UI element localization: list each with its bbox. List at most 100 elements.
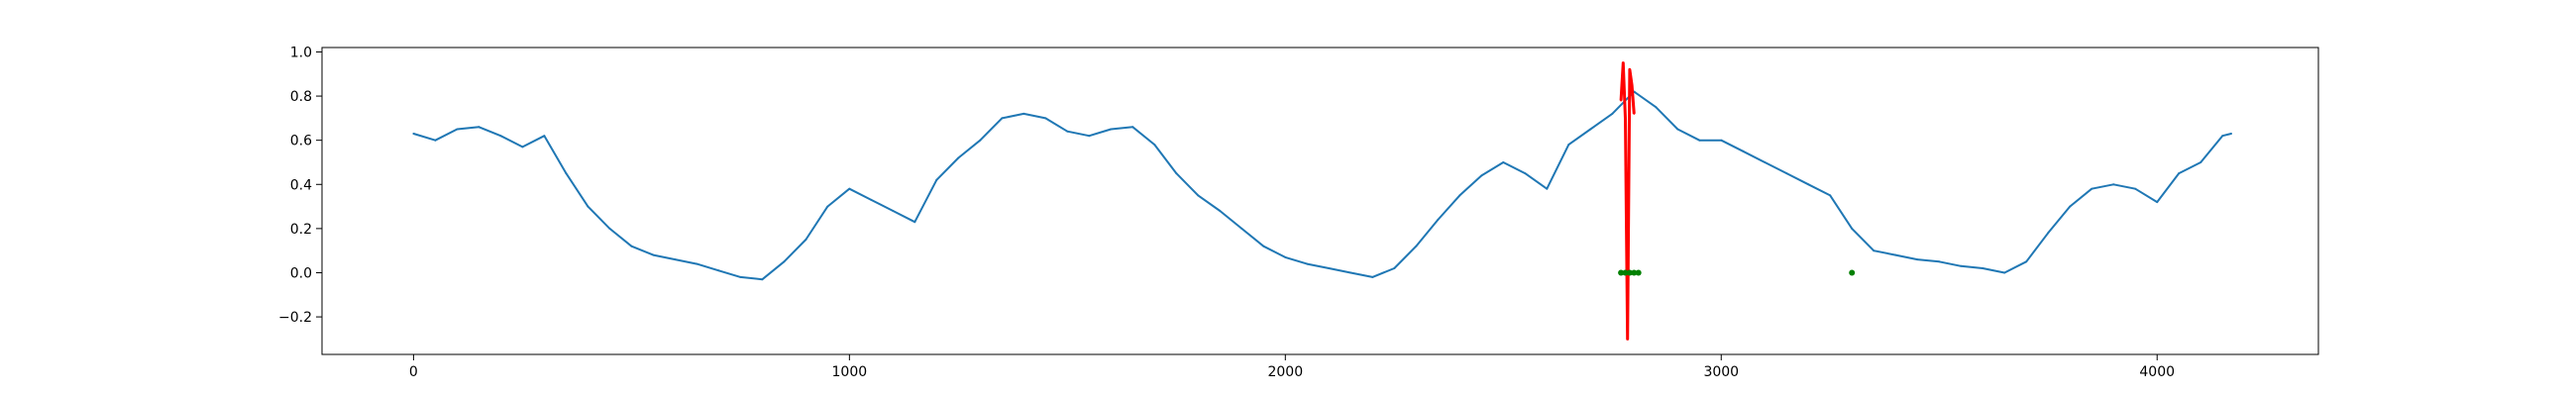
data-point-series-0-35 — [1175, 172, 1178, 175]
data-point-series-0-25 — [957, 156, 960, 159]
data-point-series-0-2 — [456, 128, 459, 131]
y-axis: −0.2 0.0 0.2 0.4 0.6 0.8 1.0 — [278, 45, 322, 326]
data-point-series-0-66 — [1851, 227, 1854, 230]
data-point-series-0-33 — [1131, 126, 1134, 129]
data-point-series-0-50 — [1502, 161, 1505, 163]
data-point-series-0-39 — [1262, 245, 1265, 248]
data-point-series-2-5 — [1849, 269, 1856, 276]
data-point-series-0-31 — [1088, 135, 1091, 138]
data-point-series-0-48 — [1458, 194, 1461, 197]
data-point-series-1-4 — [1628, 68, 1631, 71]
data-point-series-0-3 — [478, 126, 481, 129]
data-point-series-0-63 — [1785, 172, 1788, 175]
data-point-series-0-15 — [739, 275, 742, 278]
data-point-series-0-75 — [2047, 232, 2050, 235]
data-point-series-0-57 — [1655, 106, 1658, 109]
data-point-series-0-79 — [2134, 187, 2137, 190]
data-point-series-0-83 — [2221, 135, 2224, 138]
x-tick-label: 3000 — [1703, 364, 1739, 380]
x-tick-label: 1000 — [832, 364, 868, 380]
data-point-series-0-53 — [1567, 144, 1570, 147]
y-tick-label: 0.4 — [290, 177, 312, 193]
data-point-series-0-1 — [434, 139, 437, 142]
data-point-series-0-68 — [1894, 253, 1897, 256]
data-point-series-0-13 — [696, 262, 698, 265]
y-tick-label: 0.0 — [290, 265, 312, 281]
data-point-series-0-52 — [1546, 187, 1549, 190]
x-tick-label: 4000 — [2139, 364, 2175, 380]
data-point-series-1-6 — [1633, 112, 1636, 115]
data-point-series-0-20 — [848, 187, 851, 190]
data-point-series-0-8 — [587, 205, 590, 208]
data-point-series-0-34 — [1153, 144, 1156, 147]
data-point-series-0-28 — [1022, 112, 1025, 115]
data-point-series-0-58 — [1676, 128, 1679, 131]
data-point-series-0-77 — [2091, 187, 2093, 190]
data-point-series-0-11 — [652, 253, 655, 256]
data-point-series-2-0 — [1618, 269, 1625, 276]
series-line-1 — [1619, 61, 1636, 341]
data-point-series-0-82 — [2200, 161, 2202, 163]
data-point-series-0-51 — [1524, 172, 1527, 175]
data-point-series-1-1 — [1622, 61, 1625, 64]
data-point-series-0-41 — [1306, 262, 1309, 265]
data-point-series-0-23 — [913, 221, 916, 224]
data-point-series-0-80 — [2156, 201, 2159, 204]
data-point-series-1-2 — [1624, 117, 1627, 120]
data-point-series-0-59 — [1698, 139, 1701, 142]
data-point-series-0-42 — [1328, 267, 1331, 269]
data-point-series-0-76 — [2069, 205, 2072, 208]
data-point-series-0-37 — [1219, 210, 1222, 212]
data-point-series-0-5 — [521, 146, 524, 148]
data-point-series-0-45 — [1393, 267, 1396, 269]
data-point-series-0-46 — [1415, 245, 1418, 248]
x-axis: 0 1000 2000 3000 4000 — [409, 354, 2175, 380]
data-point-series-0-0 — [412, 133, 415, 135]
data-point-series-2-1 — [1622, 269, 1629, 276]
x-tick-label: 0 — [409, 364, 418, 380]
data-point-series-0-16 — [761, 278, 764, 281]
data-point-series-0-40 — [1284, 255, 1287, 258]
data-point-series-0-72 — [1982, 267, 1985, 269]
data-point-series-0-4 — [499, 135, 502, 138]
data-point-series-0-67 — [1873, 249, 1876, 252]
data-point-series-0-30 — [1066, 130, 1069, 133]
data-point-series-0-49 — [1480, 174, 1483, 177]
data-point-series-0-19 — [826, 205, 829, 208]
data-point-series-1-3 — [1626, 338, 1629, 341]
data-point-series-0-62 — [1764, 161, 1767, 163]
data-point-series-0-60 — [1720, 139, 1723, 142]
data-point-series-0-24 — [935, 178, 938, 181]
data-point-series-0-10 — [630, 245, 633, 248]
data-point-series-1-0 — [1620, 99, 1623, 102]
y-tick-label: 0.6 — [290, 134, 312, 149]
data-point-series-2-4 — [1635, 269, 1642, 276]
y-tick-label: 0.2 — [290, 222, 312, 238]
x-tick-label: 2000 — [1267, 364, 1303, 380]
data-point-series-0-65 — [1829, 194, 1832, 197]
data-point-series-0-21 — [870, 198, 873, 201]
data-point-series-1-5 — [1631, 83, 1634, 86]
data-point-series-0-61 — [1742, 149, 1745, 152]
data-point-series-2-2 — [1626, 269, 1633, 276]
data-point-series-0-14 — [717, 269, 720, 272]
data-point-series-0-43 — [1349, 271, 1352, 274]
data-point-series-0-84 — [2230, 133, 2232, 135]
data-point-series-0-36 — [1197, 194, 1200, 197]
data-point-series-0-17 — [783, 260, 786, 263]
data-point-series-0-73 — [2003, 271, 2006, 274]
data-point-series-0-26 — [979, 139, 982, 142]
data-point-series-2-3 — [1631, 269, 1638, 276]
data-point-series-0-81 — [2178, 172, 2181, 175]
data-point-series-0-64 — [1807, 183, 1810, 186]
data-point-series-0-47 — [1437, 219, 1440, 221]
data-point-series-0-7 — [565, 172, 568, 175]
data-point-series-0-32 — [1110, 128, 1113, 131]
data-point-series-0-54 — [1589, 128, 1592, 131]
data-point-series-0-9 — [608, 227, 611, 230]
data-point-series-0-12 — [674, 258, 677, 261]
axes-frame — [321, 47, 2319, 355]
data-point-series-0-6 — [543, 135, 546, 138]
